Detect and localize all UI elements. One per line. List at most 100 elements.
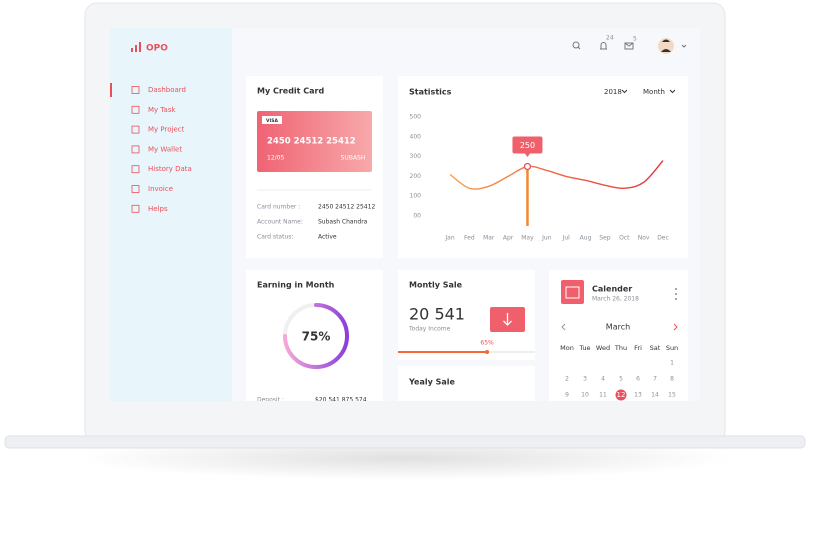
tooltip-label: 250 xyxy=(520,141,535,150)
more-menu[interactable] xyxy=(675,288,677,300)
day[interactable]: 14 xyxy=(651,392,659,399)
weekday: Tue xyxy=(578,344,590,352)
day[interactable]: 4 xyxy=(601,376,605,383)
sale-amount: 20 541 xyxy=(409,305,465,324)
chevron xyxy=(669,89,676,94)
sidebar xyxy=(110,28,232,401)
calendar-month: March xyxy=(606,323,630,332)
laptop-base xyxy=(4,435,806,449)
day[interactable]: 9 xyxy=(565,392,569,399)
day[interactable]: 5 xyxy=(619,376,623,383)
menu-icon xyxy=(131,165,140,174)
calendar-date: March 26, 2018 xyxy=(592,296,639,303)
x-tick-label: Apr xyxy=(503,235,514,242)
weekday: Thu xyxy=(614,344,627,352)
panel-title: Calender xyxy=(592,285,632,294)
day[interactable]: 10 xyxy=(581,392,589,399)
day[interactable]: 11 xyxy=(599,392,607,399)
x-tick-label: Nov xyxy=(638,235,650,242)
x-tick-label: Jan xyxy=(444,235,454,242)
weekday: Wed xyxy=(596,344,610,352)
stat-line xyxy=(449,160,664,190)
menu-item[interactable]: My Project xyxy=(148,126,185,134)
detail-label: Card number : xyxy=(257,204,300,211)
tooltip xyxy=(512,136,543,154)
progress-label: 65% xyxy=(480,340,494,347)
detail-value: Subash Chandra xyxy=(318,219,368,226)
menu-item[interactable]: Helps xyxy=(148,205,168,213)
day[interactable]: 3 xyxy=(583,376,587,383)
menu-item[interactable]: Dashboard xyxy=(148,86,186,94)
y-tick-label: 400 xyxy=(410,133,422,140)
sale-caption: Today Income xyxy=(408,326,451,333)
highlight-point xyxy=(523,162,532,171)
x-tick-label: Fed xyxy=(464,235,475,242)
panel xyxy=(398,76,688,258)
x-tick-label: May xyxy=(521,235,534,242)
weekday: Sun xyxy=(666,344,678,352)
menu-item[interactable]: My Wallet xyxy=(148,145,182,153)
panel xyxy=(246,270,383,401)
brand: OPO xyxy=(146,44,168,54)
card-brand: VISA xyxy=(266,118,278,124)
x-tick-label: Jul xyxy=(562,235,571,242)
tooltip-tip xyxy=(524,153,531,157)
deposit-value: $20 541 875 574 xyxy=(315,397,367,404)
logo-icon xyxy=(131,42,141,52)
menu-icon xyxy=(131,86,140,94)
panel-title: My Credit Card xyxy=(257,87,324,96)
card-expiry: 12/05 xyxy=(267,155,284,162)
calendar-icon xyxy=(561,280,584,304)
detail-label: Account Name: xyxy=(257,219,303,226)
chevron xyxy=(621,89,628,94)
deposit-label: Deposit : xyxy=(257,397,284,404)
credit-card[interactable] xyxy=(257,111,372,172)
y-tick-label: 100 xyxy=(410,193,422,200)
progress-dot xyxy=(485,350,490,354)
y-tick-label: 500 xyxy=(410,114,422,121)
menu-item[interactable]: My Task xyxy=(148,106,176,114)
day[interactable]: 7 xyxy=(653,376,657,383)
x-tick-label: Sep xyxy=(599,235,611,242)
period-select[interactable]: Month xyxy=(643,88,665,96)
weekday: Sat xyxy=(650,344,661,352)
day[interactable]: 13 xyxy=(634,392,642,399)
x-tick-label: Jun xyxy=(541,235,552,242)
day[interactable]: 2 xyxy=(565,376,569,383)
down-arrow xyxy=(503,313,512,326)
panel-title: Statistics xyxy=(409,88,452,97)
day[interactable]: 6 xyxy=(636,376,640,383)
donut-label: 75% xyxy=(302,330,331,344)
topbar-icons[interactable] xyxy=(572,41,687,50)
day[interactable]: 12 xyxy=(617,391,626,399)
prev-month[interactable] xyxy=(561,323,566,331)
screen: OPO 24 5 My Credit Card VISA 2450 24512 … xyxy=(110,28,700,404)
menu-icon xyxy=(131,145,140,154)
donut-arc xyxy=(283,303,349,369)
panel xyxy=(398,366,535,401)
day[interactable]: 1 xyxy=(670,360,674,367)
detail-value: 2450 24512 25412 xyxy=(318,204,375,211)
menu-item[interactable]: History Data xyxy=(148,165,192,173)
detail-label: Card status: xyxy=(257,234,293,241)
y-tick-label: 200 xyxy=(410,173,422,180)
x-tick-label: Aug xyxy=(580,235,592,242)
menu-item[interactable]: Invoice xyxy=(148,185,173,193)
card-holder: SUBASH xyxy=(341,155,366,162)
avatar-figure xyxy=(661,39,671,52)
x-tick-label: Oct xyxy=(619,235,630,242)
year-select[interactable]: 2018 xyxy=(604,88,622,96)
weekday: Mon xyxy=(560,344,574,352)
day[interactable]: 15 xyxy=(668,392,676,399)
menu-icon xyxy=(131,204,140,213)
menu-icon xyxy=(131,125,140,134)
panel-title: Montly Sale xyxy=(409,281,463,290)
notification-count: 24 xyxy=(606,35,614,42)
day[interactable]: 8 xyxy=(670,376,674,383)
calendar-glyph xyxy=(565,286,580,299)
x-tick-label: Mar xyxy=(483,235,495,242)
next-month[interactable] xyxy=(673,323,678,331)
weekday: Fri xyxy=(634,344,642,352)
